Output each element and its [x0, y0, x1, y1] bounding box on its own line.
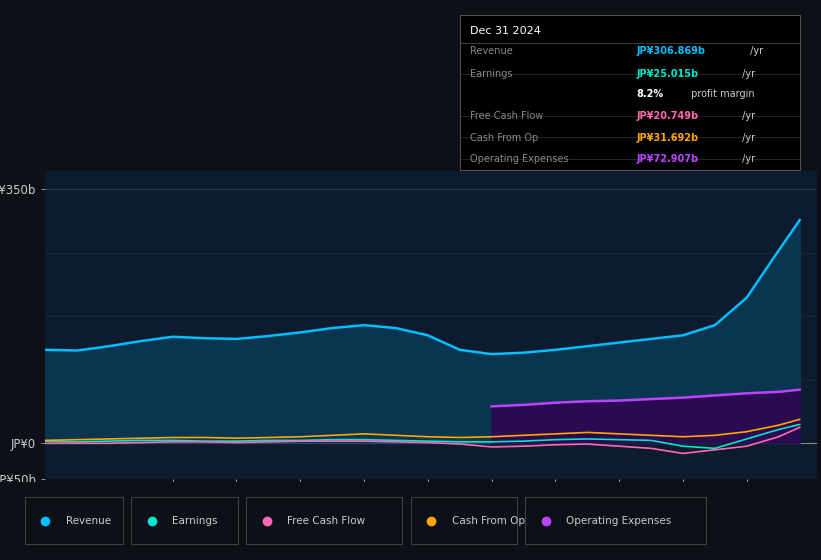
Text: Free Cash Flow: Free Cash Flow [470, 111, 544, 121]
Text: JP¥25.015b: JP¥25.015b [637, 69, 699, 80]
Text: Earnings: Earnings [470, 69, 512, 80]
Text: 8.2%: 8.2% [637, 90, 664, 100]
Text: Revenue: Revenue [66, 516, 111, 526]
Text: Cash From Op: Cash From Op [470, 133, 539, 143]
Text: Dec 31 2024: Dec 31 2024 [470, 26, 541, 36]
Text: Operating Expenses: Operating Expenses [470, 155, 569, 165]
Text: /yr: /yr [739, 133, 755, 143]
Text: JP¥20.749b: JP¥20.749b [637, 111, 699, 121]
Text: Operating Expenses: Operating Expenses [566, 516, 672, 526]
Text: Cash From Op: Cash From Op [452, 516, 525, 526]
Text: /yr: /yr [739, 155, 755, 165]
Text: JP¥31.692b: JP¥31.692b [637, 133, 699, 143]
Text: Free Cash Flow: Free Cash Flow [287, 516, 365, 526]
Text: /yr: /yr [739, 111, 755, 121]
Text: /yr: /yr [747, 46, 764, 56]
Text: profit margin: profit margin [688, 90, 754, 100]
Text: /yr: /yr [739, 69, 755, 80]
Text: JP¥306.869b: JP¥306.869b [637, 46, 706, 56]
Text: Revenue: Revenue [470, 46, 513, 56]
Text: JP¥72.907b: JP¥72.907b [637, 155, 699, 165]
Text: Earnings: Earnings [172, 516, 218, 526]
